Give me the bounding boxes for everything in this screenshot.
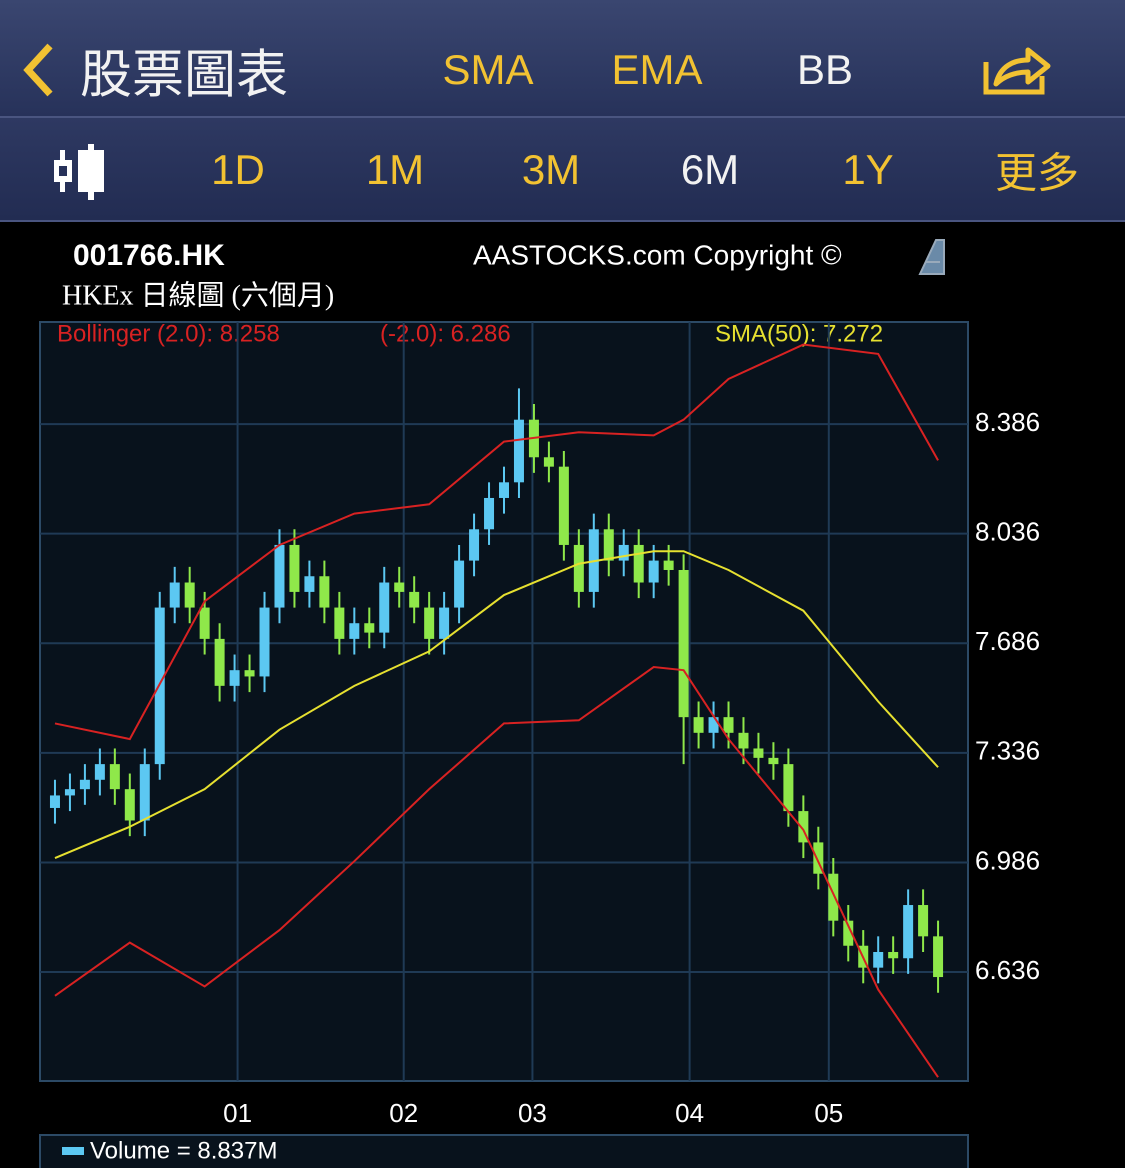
subtitle: HKEx 日線圖 (六個月) xyxy=(62,279,334,311)
candle-body xyxy=(618,544,629,561)
candle-body xyxy=(663,560,674,570)
candle-body xyxy=(379,582,390,633)
candle-body xyxy=(229,670,240,686)
candle-body xyxy=(918,905,929,937)
indicator-label: Bollinger (2.0): 8.258 xyxy=(57,320,280,347)
candle-body xyxy=(439,607,450,639)
candle-body xyxy=(783,764,794,812)
indicator-line xyxy=(54,343,939,741)
candle-body xyxy=(304,576,315,592)
y-tick-label: 6.636 xyxy=(975,955,1040,985)
candle-body xyxy=(933,936,944,978)
candle-body xyxy=(499,482,509,498)
candle-body xyxy=(828,873,839,921)
page-title: 股票圖表 xyxy=(80,46,289,105)
chart-type-button[interactable] xyxy=(50,144,110,200)
candle-body xyxy=(873,951,884,968)
candle-body xyxy=(723,717,734,733)
period-button[interactable]: 1Y xyxy=(842,146,894,193)
y-tick-label: 8.386 xyxy=(975,407,1040,437)
candle-body xyxy=(484,497,495,530)
candle-body xyxy=(813,842,824,874)
candle-body xyxy=(888,951,899,959)
more-button[interactable]: 更多 xyxy=(994,149,1080,197)
indicator-label: SMA(50): 7.272 xyxy=(715,320,883,347)
bb-button[interactable]: BB xyxy=(796,46,854,93)
candle-body xyxy=(409,591,420,608)
candle-body xyxy=(633,544,644,583)
candle-body xyxy=(244,670,255,677)
chart: 001766.HK AASTOCKS.com Copyright © HKEx … xyxy=(0,222,1125,1168)
indicator-line xyxy=(54,550,939,859)
candle-body xyxy=(648,560,659,583)
ema-button[interactable]: EMA xyxy=(611,46,703,93)
x-tick-label: 01 xyxy=(223,1098,252,1128)
candle-body xyxy=(543,457,554,467)
logo xyxy=(918,239,945,275)
x-tick-label: 05 xyxy=(814,1098,843,1128)
candle-body xyxy=(768,757,779,765)
candle-body xyxy=(708,717,719,733)
volume-panel xyxy=(39,1134,969,1168)
candle-body xyxy=(573,544,584,592)
indicator-label: (-2.0): 6.286 xyxy=(380,320,511,347)
y-tick-label: 7.686 xyxy=(975,626,1040,656)
y-tick-label: 8.036 xyxy=(975,517,1040,547)
candle-body xyxy=(843,920,854,946)
volume-label: Volume = 8.837M xyxy=(90,1137,277,1164)
period-button[interactable]: 1D xyxy=(211,146,265,193)
candle-body xyxy=(319,576,330,608)
candle-body xyxy=(469,529,480,561)
candle-body xyxy=(184,582,195,608)
candle-body xyxy=(64,789,75,796)
candle-body xyxy=(603,529,614,561)
candle-body xyxy=(259,607,270,677)
candle-body xyxy=(214,638,225,686)
candle-body xyxy=(454,560,465,608)
candle-body xyxy=(903,905,914,959)
candle-body xyxy=(558,466,569,545)
candle-body xyxy=(79,779,90,790)
candle-body xyxy=(738,732,749,749)
candle-body xyxy=(364,623,375,633)
period-button[interactable]: 3M xyxy=(521,146,581,193)
sma-button[interactable]: SMA xyxy=(442,46,534,93)
back-button[interactable] xyxy=(18,40,68,100)
share-button[interactable] xyxy=(982,40,1052,100)
y-tick-label: 7.336 xyxy=(975,736,1040,766)
candle-body xyxy=(693,717,704,733)
x-tick-label: 03 xyxy=(518,1098,547,1128)
candle-body xyxy=(169,582,180,608)
copyright: AASTOCKS.com Copyright © xyxy=(473,239,842,270)
volume-legend-swatch xyxy=(62,1147,84,1155)
indicator-line xyxy=(54,666,939,1078)
period-button-selected[interactable]: 6M xyxy=(680,146,740,193)
candle-body xyxy=(798,811,809,843)
nav-bar: 股票圖表 SMA EMA BB xyxy=(0,0,1125,118)
x-tick-label: 04 xyxy=(675,1098,704,1128)
candle-body xyxy=(274,544,285,608)
period-bar: 1D 1M 3M 6M 1Y 更多 xyxy=(0,118,1125,222)
candle-body xyxy=(94,764,105,780)
candle-body xyxy=(678,569,689,718)
candle-body xyxy=(334,607,345,639)
candle-body xyxy=(199,607,210,639)
candle-body xyxy=(513,419,524,483)
candle-body xyxy=(424,607,435,639)
candle-body xyxy=(394,582,405,592)
candle-body xyxy=(289,544,300,592)
candle-body xyxy=(49,795,60,808)
y-tick-label: 6.986 xyxy=(975,845,1040,875)
candle-body xyxy=(139,764,150,821)
symbol: 001766.HK xyxy=(73,239,225,272)
plot-area xyxy=(39,321,969,1082)
candle-body xyxy=(124,789,135,821)
candle-body xyxy=(349,623,360,639)
period-button[interactable]: 1M xyxy=(365,146,425,193)
candle-body xyxy=(109,764,120,790)
candle-body xyxy=(753,748,764,758)
x-tick-label: 02 xyxy=(389,1098,418,1128)
